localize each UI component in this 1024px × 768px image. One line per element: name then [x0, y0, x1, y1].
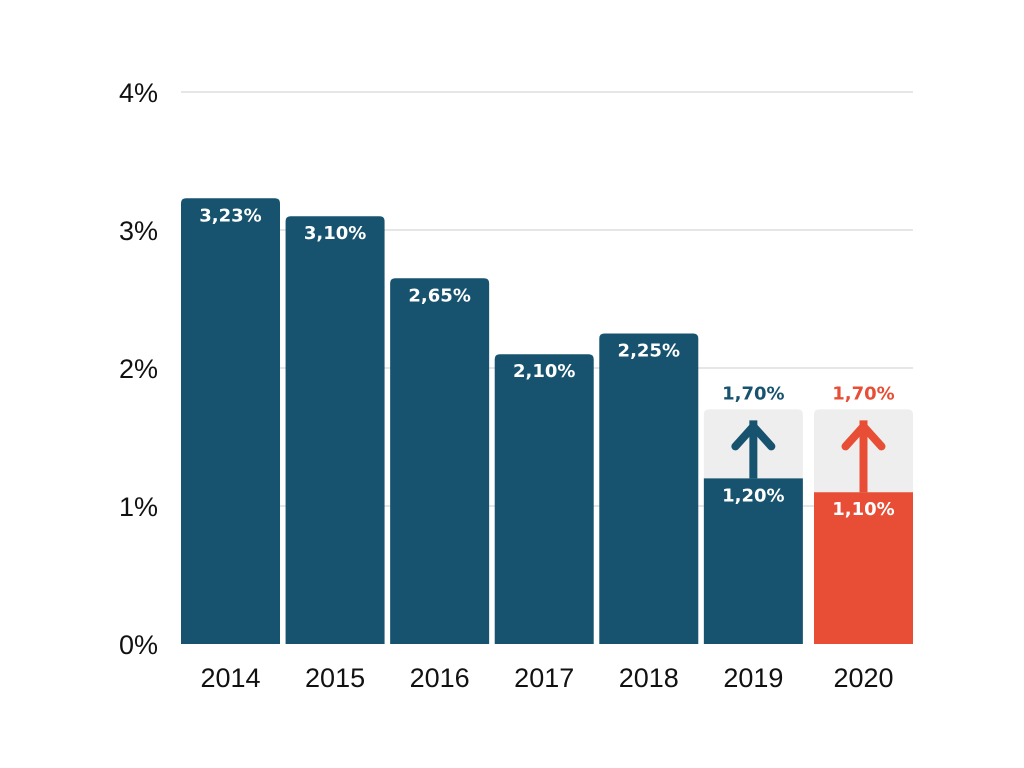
- bar-value-label: 1,10%: [832, 499, 894, 520]
- x-tick-label: 2016: [410, 663, 470, 693]
- bar-layer: [181, 198, 913, 644]
- target-value-label: 1,70%: [722, 383, 784, 404]
- target-value-label: 1,70%: [832, 383, 894, 404]
- y-tick-label: 0%: [119, 630, 158, 660]
- x-tick-label: 2015: [305, 663, 365, 693]
- x-tick-label: 2019: [723, 663, 783, 693]
- bar-value-label: 2,10%: [513, 361, 575, 382]
- bar-value-label: 3,23%: [199, 205, 261, 226]
- up-arrow-head: [731, 422, 776, 451]
- x-tick-label: 2018: [619, 663, 679, 693]
- y-tick-label: 4%: [119, 78, 158, 108]
- up-arrow-icon: [731, 420, 776, 479]
- arrow-layer: [731, 420, 886, 493]
- axis-layer: 0% 1% 2% 3% 4% 2014 2015 2016 2017 2018 2019 2020: [119, 78, 894, 693]
- x-tick-label: 2017: [514, 663, 574, 693]
- bar-2020: [814, 492, 913, 644]
- x-tick-label: 2014: [200, 663, 260, 693]
- bar-2019: [703, 478, 803, 644]
- up-arrow-icon: [841, 420, 886, 493]
- up-arrow-head: [841, 422, 886, 451]
- bar-2014: [181, 198, 280, 644]
- y-tick-label: 2%: [119, 354, 158, 384]
- bar-2015: [285, 216, 385, 644]
- y-tick-label: 3%: [119, 216, 158, 246]
- bar-value-label: 2,25%: [618, 341, 680, 362]
- y-tick-label: 1%: [119, 492, 158, 522]
- bar-value-label: 3,10%: [304, 223, 366, 244]
- x-tick-label: 2020: [833, 663, 893, 693]
- bar-2017: [494, 354, 594, 644]
- bar-value-label: 2,65%: [408, 285, 470, 306]
- bar-2018: [599, 333, 699, 644]
- bar-2016: [390, 278, 490, 644]
- bar-value-label: 1,20%: [722, 485, 784, 506]
- label-layer: 3,23% 3,10% 2,65% 2,10% 2,25% 1,20% 1,70% 1,10%…: [199, 205, 894, 520]
